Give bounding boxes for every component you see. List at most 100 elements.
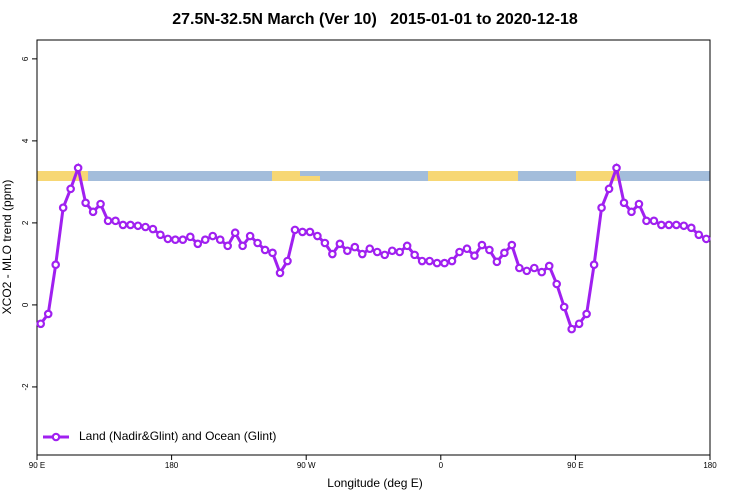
land-band bbox=[37, 171, 88, 181]
data-point bbox=[567, 324, 576, 334]
data-point bbox=[298, 227, 307, 237]
y-tick-label: 6 bbox=[21, 56, 30, 61]
data-point bbox=[612, 163, 621, 173]
data-point bbox=[343, 246, 352, 256]
data-point bbox=[507, 240, 517, 250]
data-point bbox=[156, 230, 165, 240]
data-point bbox=[365, 244, 375, 254]
x-tick-label: 90 E bbox=[29, 461, 45, 470]
legend-label: Land (Nadir&Glint) and Ocean (Glint) bbox=[79, 429, 276, 443]
data-point bbox=[283, 256, 292, 266]
data-point bbox=[66, 184, 75, 194]
data-point bbox=[462, 244, 472, 254]
data-point bbox=[522, 266, 532, 276]
y-tick-label: 0 bbox=[21, 302, 30, 307]
data-point bbox=[657, 220, 666, 230]
land-band bbox=[300, 176, 320, 181]
data-point bbox=[88, 207, 98, 217]
data-point bbox=[238, 241, 247, 251]
x-tick-label: 180 bbox=[165, 461, 179, 470]
data-point bbox=[544, 261, 554, 271]
data-point bbox=[574, 319, 584, 329]
data-point bbox=[208, 231, 218, 241]
data-point bbox=[402, 241, 412, 251]
data-point bbox=[215, 235, 225, 245]
data-point bbox=[81, 198, 90, 208]
land-band bbox=[428, 171, 518, 181]
data-point bbox=[492, 257, 502, 267]
data-point bbox=[694, 230, 704, 240]
data-point bbox=[552, 279, 562, 289]
data-point bbox=[432, 258, 442, 268]
y-tick-label: 2 bbox=[21, 220, 30, 225]
data-point bbox=[260, 245, 270, 255]
data-point bbox=[447, 256, 457, 266]
data-point bbox=[380, 250, 390, 260]
data-point bbox=[193, 239, 203, 249]
data-point bbox=[515, 263, 524, 273]
data-point bbox=[51, 260, 60, 270]
data-point bbox=[672, 220, 681, 230]
data-point bbox=[470, 251, 479, 261]
data-point bbox=[387, 246, 397, 256]
data-point bbox=[275, 268, 285, 278]
data-point bbox=[223, 241, 232, 251]
data-point bbox=[649, 216, 659, 226]
y-tick-label: -2 bbox=[21, 383, 30, 391]
land-band bbox=[576, 171, 620, 181]
data-point bbox=[230, 228, 240, 238]
data-point bbox=[372, 247, 382, 257]
data-point bbox=[440, 258, 449, 268]
data-point bbox=[253, 238, 262, 248]
data-point bbox=[559, 302, 569, 312]
plot-frame bbox=[36, 39, 711, 456]
data-point bbox=[268, 248, 277, 258]
data-point bbox=[185, 232, 195, 242]
y-tick-label: 4 bbox=[21, 138, 30, 143]
data-point bbox=[103, 216, 113, 226]
data-point bbox=[313, 231, 322, 241]
data-point bbox=[701, 234, 711, 244]
data-point bbox=[634, 199, 644, 209]
data-point bbox=[410, 250, 419, 260]
data-point bbox=[96, 199, 105, 209]
data-point bbox=[687, 223, 696, 233]
x-axis-label: Longitude (deg E) bbox=[327, 476, 422, 490]
data-point bbox=[604, 184, 614, 194]
data-point bbox=[141, 222, 150, 232]
data-point bbox=[290, 225, 300, 235]
data-point bbox=[664, 220, 674, 230]
data-point bbox=[619, 198, 629, 208]
data-point bbox=[178, 235, 188, 245]
data-point bbox=[335, 239, 345, 249]
data-point bbox=[395, 247, 404, 257]
data-point bbox=[417, 256, 427, 266]
data-point bbox=[589, 260, 599, 270]
data-point bbox=[126, 220, 135, 230]
legend-marker bbox=[51, 432, 61, 442]
data-point bbox=[36, 319, 46, 329]
data-point bbox=[485, 245, 494, 255]
data-point bbox=[425, 256, 434, 266]
data-point bbox=[350, 242, 360, 252]
data-point bbox=[163, 234, 173, 244]
data-point bbox=[320, 238, 330, 248]
data-point bbox=[477, 240, 487, 250]
data-point bbox=[357, 249, 367, 259]
data-point bbox=[118, 220, 128, 230]
data-point bbox=[582, 309, 591, 319]
data-point bbox=[328, 249, 337, 259]
data-point bbox=[305, 227, 315, 237]
data-point bbox=[627, 207, 636, 217]
data-point bbox=[455, 247, 464, 257]
x-tick-label: 0 bbox=[439, 461, 444, 470]
data-point bbox=[148, 224, 158, 234]
data-point bbox=[245, 231, 255, 241]
data-point bbox=[679, 221, 689, 231]
data-point bbox=[642, 216, 651, 226]
x-tick-label: 90 W bbox=[297, 461, 316, 470]
data-point bbox=[500, 248, 509, 258]
data-point bbox=[171, 235, 180, 245]
chart-title: 27.5N-32.5N March (Ver 10) 2015-01-01 to… bbox=[172, 11, 578, 28]
